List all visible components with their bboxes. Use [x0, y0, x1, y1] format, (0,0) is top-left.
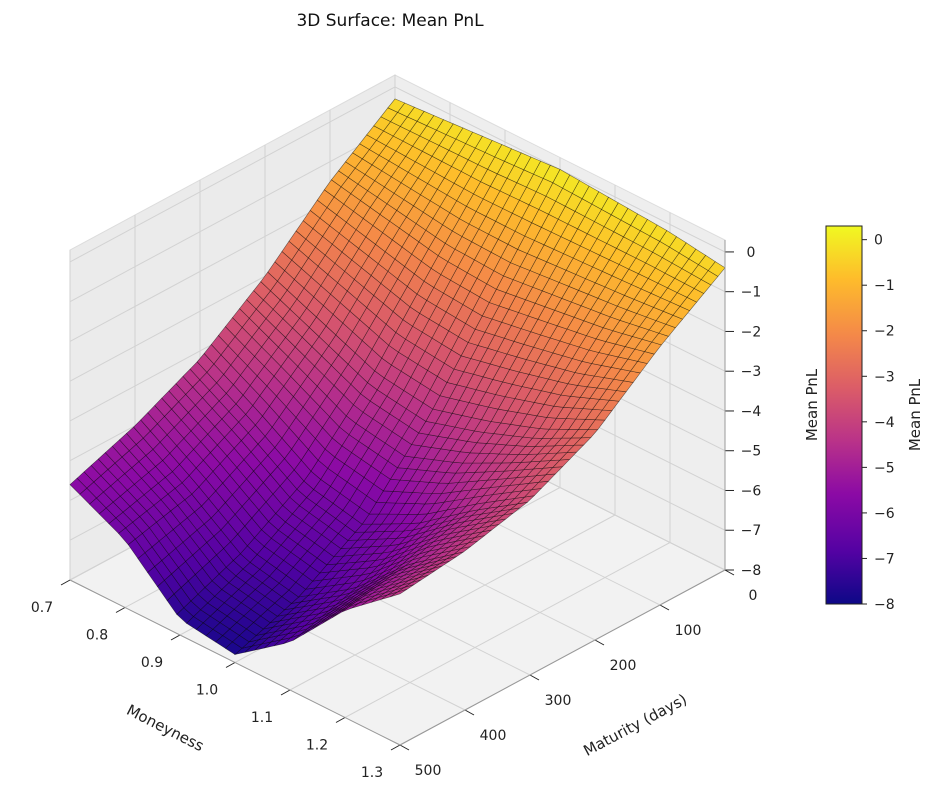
y-tick-label: 300: [545, 693, 572, 709]
wall-gridline-z-left: [69, 126, 396, 303]
chart-title: 3D Surface: Mean PnL: [296, 11, 484, 31]
y-tick: [529, 674, 540, 681]
x-tick: [225, 662, 236, 668]
y-tick-label: 0: [749, 588, 758, 604]
y-tick: [659, 604, 670, 611]
x-tick: [390, 744, 401, 751]
x-tick-label: 0.8: [86, 628, 108, 644]
colorbar-tick-label: 0: [874, 233, 883, 249]
x-tick: [60, 579, 71, 586]
axis-ticks: 1.3 1.2 1.1 1.0 0.9 0.8 0.7 0 100 200 300 400 500 0 −1…: [31, 240, 762, 781]
colorbar: 0 −1 −2 −3 −4 −5 −6 −7 −8: [825, 225, 895, 613]
y-tick: [724, 569, 735, 576]
x-tick: [335, 717, 346, 723]
x-tick: [280, 689, 291, 696]
z-tick-label: −5: [741, 444, 762, 460]
z-tick-label: −8: [741, 563, 762, 579]
colorbar-label: Mean PnL: [906, 378, 924, 451]
colorbar-tick-label: −6: [874, 506, 895, 522]
x-tick: [170, 634, 181, 641]
y-axis-line: [399, 569, 726, 746]
y-tick-label: 200: [610, 658, 637, 674]
y-axis-label: Maturity (days): [580, 690, 690, 760]
colorbar-tick-label: −2: [874, 324, 895, 340]
wall-gridline-z-left: [69, 86, 396, 263]
y-tick-label: 500: [415, 763, 442, 779]
z-axis-label: Mean PnL: [803, 368, 821, 441]
colorbar-tick-label: −5: [874, 460, 895, 476]
z-tick-label: 0: [747, 245, 756, 261]
y-tick-label: 100: [675, 623, 702, 639]
x-tick-label: 0.7: [31, 600, 53, 616]
z-tick-label: −4: [741, 404, 762, 420]
z-tick-label: −6: [741, 484, 762, 500]
y-tick: [399, 744, 410, 751]
y-tick: [594, 639, 605, 646]
colorbar-tick-label: −3: [874, 369, 895, 385]
floor-gridline-x: [289, 514, 616, 691]
x-tick-label: 0.9: [141, 655, 163, 671]
x-tick-label: 1.0: [196, 683, 218, 699]
colorbar-tick-label: −7: [874, 551, 895, 567]
x-tick-label: 1.3: [361, 765, 383, 781]
colorbar-tick-label: −1: [874, 278, 895, 294]
z-tick-label: −2: [741, 324, 762, 340]
surface-mesh: [69, 98, 726, 656]
colorbar-gradient: [825, 225, 863, 605]
x-axis-label: Moneyness: [124, 701, 207, 755]
y-tick: [464, 709, 475, 716]
y-tick-label: 400: [480, 728, 507, 744]
x-tick: [115, 607, 126, 613]
floor-gridline-x: [344, 542, 671, 718]
z-tick-label: −1: [741, 285, 762, 301]
z-tick-label: −3: [741, 364, 762, 380]
colorbar-tick-label: −8: [874, 597, 895, 613]
x-tick-label: 1.2: [306, 738, 328, 754]
x-axis-line: [69, 579, 401, 746]
surface-cell: [387, 98, 406, 113]
x-tick-label: 1.1: [251, 710, 273, 726]
z-tick-label: −7: [741, 523, 762, 539]
colorbar-tick-label: −4: [874, 415, 895, 431]
